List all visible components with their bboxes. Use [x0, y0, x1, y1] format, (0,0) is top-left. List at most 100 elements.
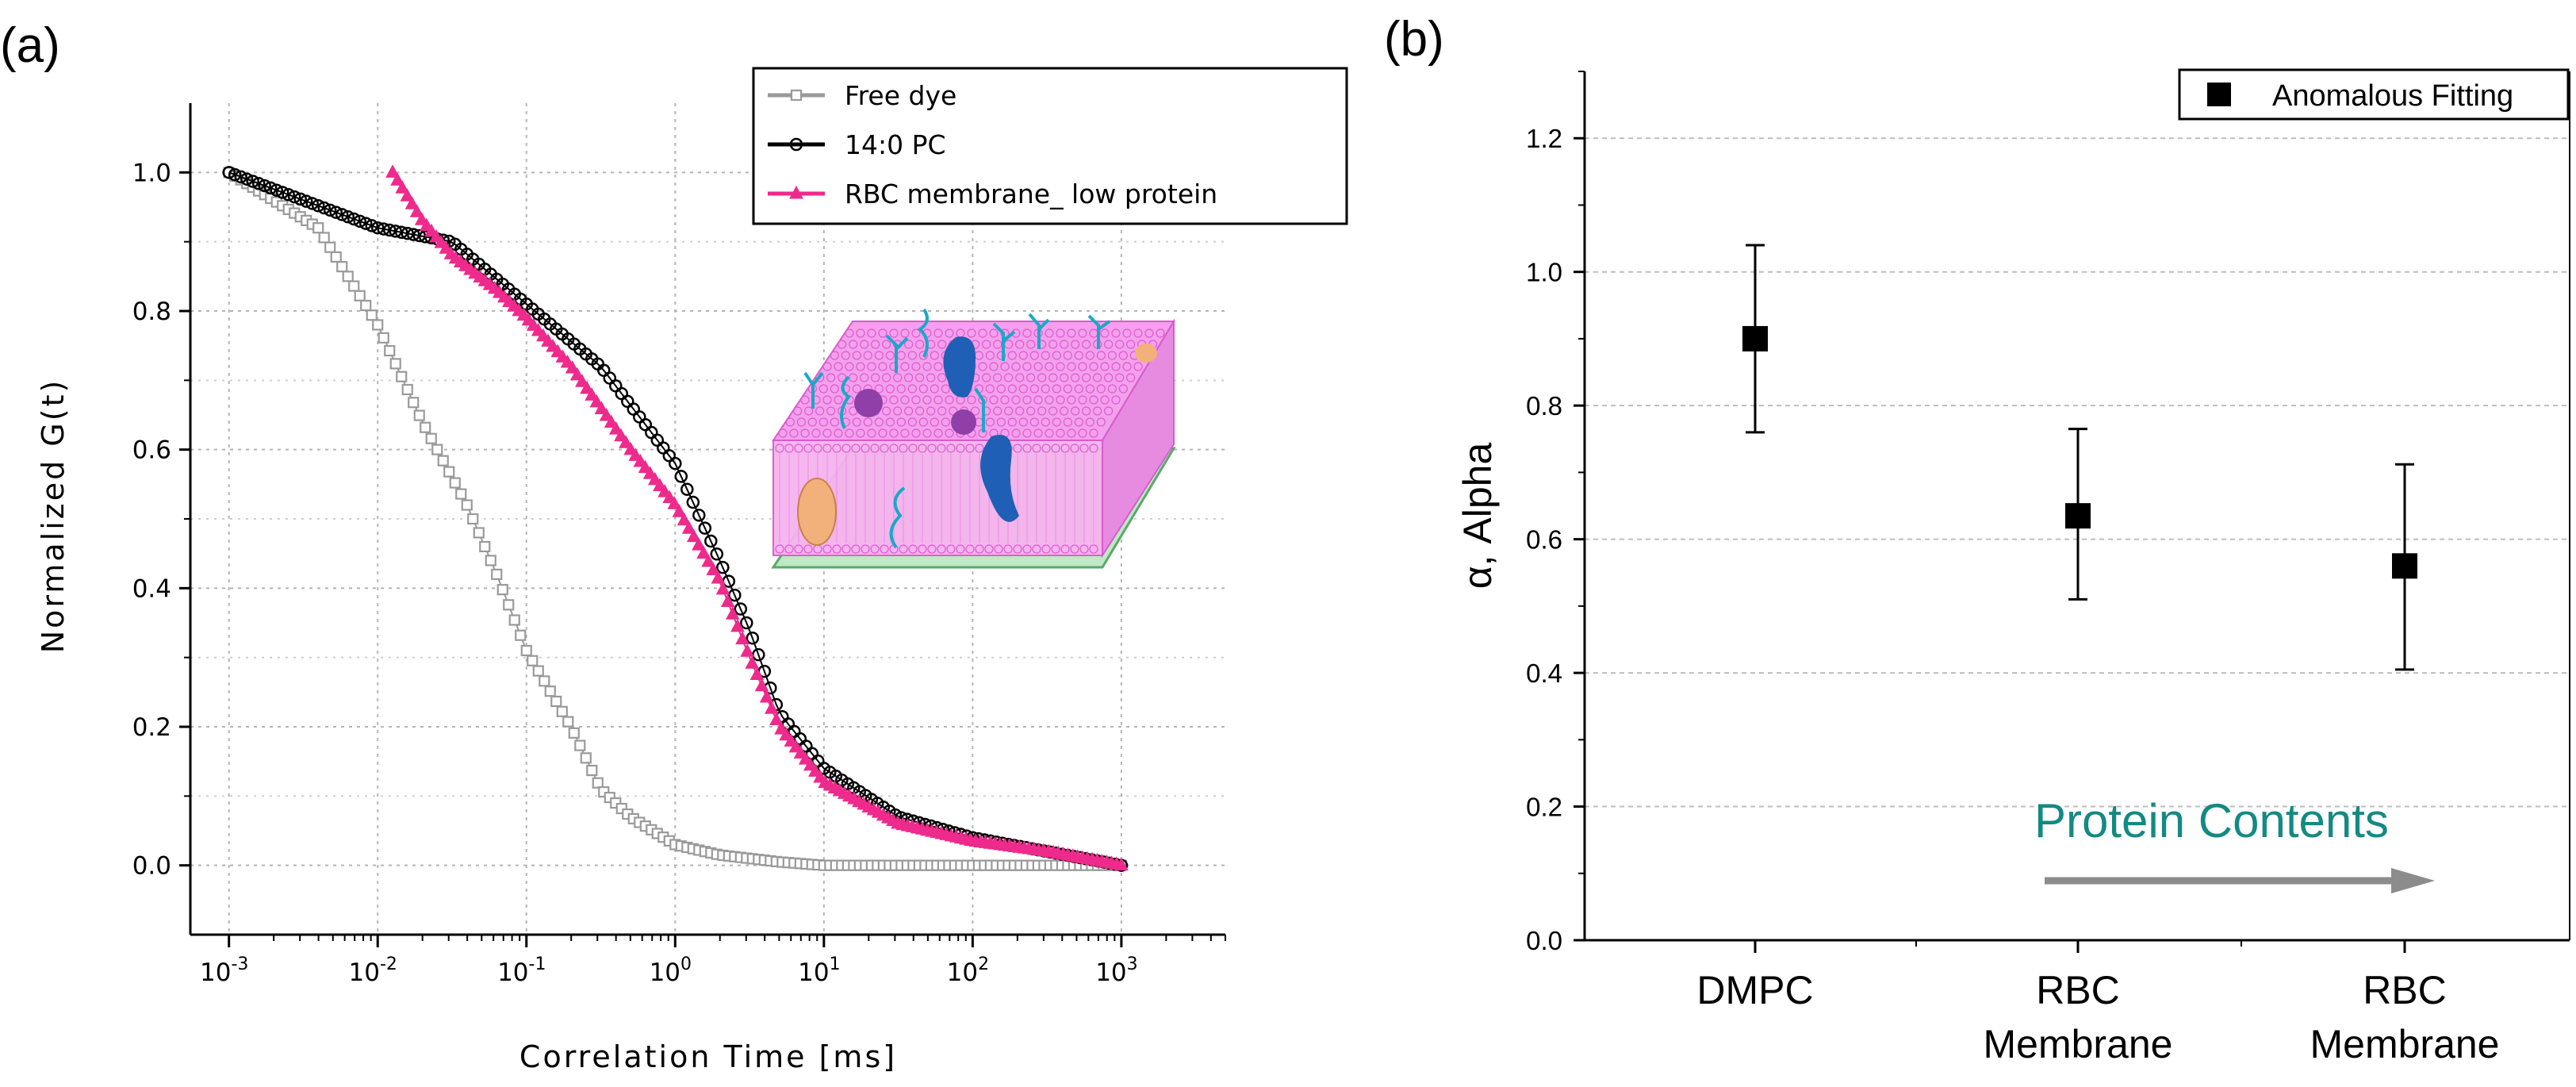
lipid-head: [911, 395, 921, 405]
glycans: [803, 308, 1111, 549]
lipid-head: [800, 428, 810, 438]
lipid-head: [918, 384, 928, 394]
lipid-head: [830, 384, 839, 394]
lipid-head: [900, 395, 910, 405]
a-data-point: [580, 380, 594, 394]
lipid-head: [978, 362, 987, 371]
lipid-head: [1067, 428, 1076, 438]
lipid-head: [863, 351, 872, 360]
panel-b-label: (b): [1384, 12, 1444, 67]
lipid-head: [1144, 328, 1154, 338]
lipid-head: [815, 406, 825, 416]
lipid-head: [1056, 362, 1065, 371]
lipid-head: [915, 373, 925, 382]
lipid-head: [1026, 406, 1036, 416]
lipid-head: [907, 417, 917, 427]
lipid-head: [1045, 362, 1054, 371]
a-data-point: [323, 203, 337, 217]
b-category-label: RBC: [2363, 968, 2447, 1012]
a-data-point: [698, 521, 712, 535]
lipid-head: [841, 544, 851, 554]
a-x-tick-exp: -2: [380, 954, 397, 974]
lipid-head: [1089, 395, 1098, 405]
lipid-head: [822, 428, 832, 438]
b-y-tick-label: 1.0: [1526, 258, 1562, 287]
lipid-head: [796, 417, 806, 427]
lipid-head: [813, 444, 822, 453]
lipid-head: [1115, 373, 1125, 382]
a-data-point: [336, 261, 348, 273]
a-series-triangle: [385, 164, 1129, 871]
a-data-point: [619, 435, 633, 448]
lipid-head: [1018, 417, 1028, 427]
a-data-point: [599, 407, 614, 421]
a-data-point: [715, 581, 730, 595]
a-data-point: [240, 172, 254, 186]
a-data-point: [372, 319, 384, 331]
a-data-point: [408, 397, 420, 409]
a-data-point: [503, 599, 515, 611]
a-data-point: [406, 228, 420, 241]
lipid-head: [880, 444, 889, 453]
lipid-head: [965, 544, 975, 554]
a-data-point: [341, 209, 355, 224]
lipid-head: [933, 362, 943, 371]
a-data-point: [409, 204, 424, 217]
a-data-point: [404, 196, 420, 209]
lipid-head: [871, 340, 880, 349]
a-grid: [190, 103, 1225, 935]
lipid-head: [1079, 544, 1089, 554]
lipid-head: [1033, 428, 1043, 438]
a-data-point: [443, 466, 455, 478]
b-data-point: [2065, 503, 2091, 529]
lipid-head: [1079, 444, 1089, 453]
lipid-head: [933, 328, 943, 338]
lipid-head: [937, 406, 947, 416]
a-data-point: [580, 752, 592, 764]
lipid-head: [1156, 328, 1165, 338]
a-data-point: [681, 520, 696, 534]
lipid-head: [832, 544, 841, 554]
a-data-point: [377, 222, 390, 236]
a-data-point: [258, 179, 271, 193]
a-data-point: [251, 177, 266, 190]
a-x-tick-exp: 3: [1127, 954, 1138, 974]
a-data-point: [565, 360, 580, 374]
a-y-tick-label: 0.8: [132, 298, 171, 326]
a-data-point: [324, 241, 336, 253]
lipid-head: [1037, 373, 1047, 382]
a-data-point: [400, 188, 415, 202]
lipid-head: [899, 544, 908, 554]
b-legend-label: Anomalous Fitting: [2272, 79, 2513, 113]
arrow-right-icon: [2391, 868, 2435, 893]
lipid-head: [1071, 373, 1080, 382]
lipid-head: [904, 340, 914, 349]
lipid-head: [1082, 406, 1091, 416]
a-legend-label: 14:0 PC: [845, 129, 946, 160]
a-data-point: [1114, 857, 1129, 871]
lipid-head: [978, 328, 987, 338]
lipid-head: [1100, 328, 1110, 338]
a-data-point: [686, 495, 700, 509]
a-data-point: [461, 499, 473, 511]
a-data-point: [347, 212, 361, 226]
lipid-head: [832, 444, 841, 453]
lipid-head: [1078, 328, 1087, 338]
lipid-head: [830, 417, 839, 427]
a-x-tick-base: 10: [650, 958, 680, 987]
lipid-head: [937, 544, 946, 554]
lipid-head: [993, 373, 1002, 382]
a-data-point: [431, 444, 443, 455]
a-data-point: [270, 183, 283, 197]
a-data-point: [312, 222, 324, 234]
lipid-head: [1082, 373, 1091, 382]
a-data-point: [520, 644, 532, 657]
lipid-head: [975, 444, 984, 453]
a-data-point: [282, 188, 295, 202]
a-y-tick-label: 1.0: [132, 159, 171, 187]
protein-blue-top: [943, 336, 976, 398]
b-y-tick-label: 0.0: [1526, 926, 1562, 955]
a-data-point: [696, 545, 711, 559]
lipid-head: [889, 444, 899, 453]
lipid-head: [1004, 373, 1014, 382]
